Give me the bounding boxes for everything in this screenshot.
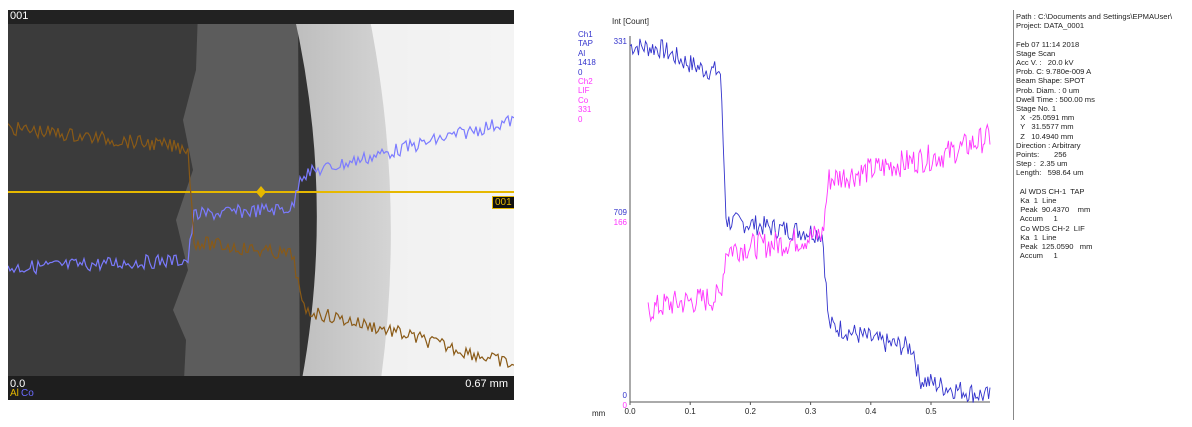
x-tick-label: 0.2 <box>745 407 757 416</box>
info-line <box>1016 30 1192 39</box>
legend-entry: 0 <box>578 114 583 124</box>
x-tick-label: 0.4 <box>865 407 877 416</box>
info-line: Accum 1 <box>1016 214 1058 224</box>
info-divider <box>1013 10 1014 420</box>
micro-curve-co <box>8 122 514 368</box>
legend-entry: Al <box>578 48 586 58</box>
legend-ch1-label: Al <box>10 388 19 399</box>
info-line: Prob. C: 9.780e-009 A <box>1016 67 1092 77</box>
acquisition-info-panel: Path : C:\Documents and Settings\EPMAUse… <box>1016 12 1192 302</box>
info-line: Stage Scan <box>1016 48 1056 58</box>
y-label-ch1-mid: 709 <box>614 208 628 217</box>
line-scan-chart: Int [Count] mm 331 709 166 0 0 0.0 0.1 0.2 0.3 0.4 0… <box>560 10 1000 422</box>
series-line-al <box>629 38 991 403</box>
y-label-ch2-mid: 166 <box>614 218 628 227</box>
info-line: Length: 598.64 um <box>1016 168 1084 178</box>
x-axis-title: mm <box>592 409 606 418</box>
info-line: Z 10.4940 mm <box>1016 131 1074 141</box>
info-line: Direction : Arbitrary <box>1016 140 1081 150</box>
legend-entry: Ch1 <box>578 30 593 39</box>
scale-right-label: 0.67 mm <box>465 378 508 390</box>
info-line: Stage No. 1 <box>1016 104 1057 114</box>
legend-entry: Ch2 <box>578 77 593 87</box>
y-axis-title: Int [Count] <box>612 17 649 26</box>
legend-entry: 0 <box>578 67 583 77</box>
x-tick-label: 0.1 <box>685 407 697 416</box>
legend-entry: Co <box>578 95 589 105</box>
chart-legend: Ch1 TAP Al 1418 0 Ch2 LIF Co 331 0 <box>578 30 596 124</box>
scale-left-label: 0.0 <box>10 378 26 390</box>
info-line: Dwell Time : 500.00 ms <box>1016 94 1095 104</box>
x-tick-label: 0.0 <box>624 407 636 416</box>
legend-entry: 331 <box>578 105 592 115</box>
legend-ch2-label: Co <box>21 388 34 399</box>
x-tick-label: 0.5 <box>925 407 937 416</box>
y-label-ch1-min: 0 <box>623 391 628 400</box>
legend-entry: LIF <box>578 86 590 96</box>
info-line <box>1016 178 1192 187</box>
info-line: Step : 2.35 um <box>1016 159 1068 169</box>
info-line: Project: DATA_0001 <box>1016 21 1085 31</box>
info-line: Al WDS CH-1 TAP <box>1016 186 1085 196</box>
info-line: Feb 07 11:14 2018 <box>1016 39 1080 49</box>
info-line: Peak 90.4370 mm <box>1016 205 1091 215</box>
micrograph-panel: 001 001 0.0 0.67 mm Al Co <box>8 10 514 400</box>
y-label-ch1-max: 331 <box>614 37 628 46</box>
micrograph-image <box>8 10 514 400</box>
micro-curve-al <box>8 114 514 276</box>
info-line: X -25.0591 mm <box>1016 113 1075 123</box>
legend-entry: TAP <box>578 39 593 49</box>
scan-line-marker <box>256 186 266 198</box>
info-line: Y 31.5577 mm <box>1016 122 1074 132</box>
info-line: Ka 1 Line <box>1016 232 1057 242</box>
info-line: Beam Shape: SPOT <box>1016 76 1085 86</box>
info-line: Ka 1 Line <box>1016 196 1057 206</box>
legend-entry: 1418 <box>578 58 596 68</box>
micrograph-top-label: 001 <box>10 10 29 22</box>
micrograph-line-profiles <box>8 114 514 368</box>
x-tick-label: 0.3 <box>805 407 817 416</box>
info-line: Accum 1 <box>1016 251 1058 261</box>
y-label-ch2-min: 0 <box>623 401 628 410</box>
series-line-co <box>647 122 991 323</box>
info-line: Path : C:\Documents and Settings\EPMAUse… <box>1016 12 1173 21</box>
info-line: Co WDS CH-2 LIF <box>1016 223 1085 233</box>
info-line: Acc V. : 20.0 kV <box>1016 58 1074 68</box>
info-line: Peak 125.0590 mm <box>1016 242 1093 252</box>
line-marker-label: 001 <box>492 196 514 209</box>
info-line: Prob. Diam. : 0 um <box>1016 85 1080 95</box>
info-line: Points: 256 <box>1016 150 1067 160</box>
